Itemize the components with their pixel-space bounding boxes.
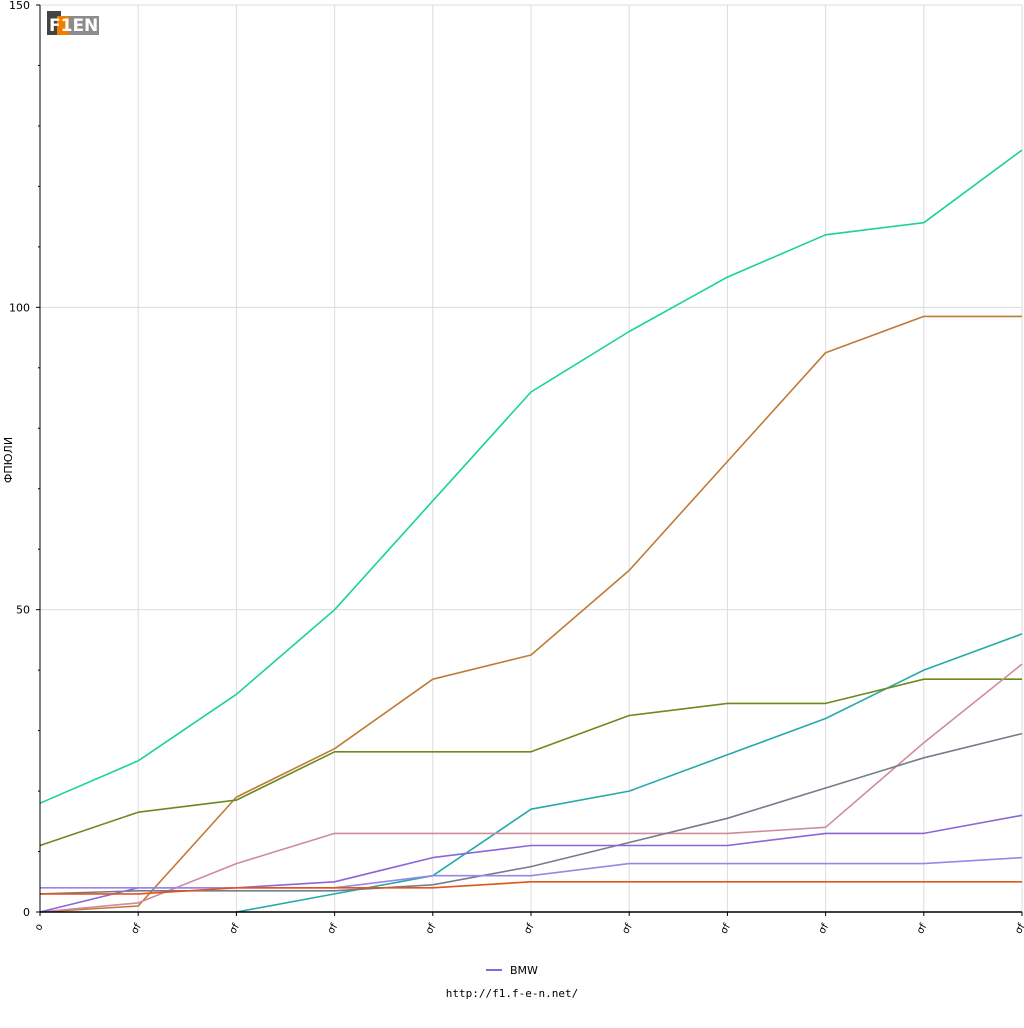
x-tick-label: σf (424, 922, 439, 936)
y-tick-label: 0 (23, 906, 30, 919)
x-tick-label: σf (522, 922, 537, 936)
y-tick-label: 100 (9, 301, 30, 314)
x-tick-label: σf (129, 922, 144, 936)
series-line-8 (40, 856, 1023, 889)
x-tick-label: o (33, 922, 46, 933)
logo-one-block (57, 16, 69, 35)
logo-text: F1EN (49, 16, 98, 36)
series-line-2 (39, 315, 1022, 913)
legend-label-bmw: BMW (510, 964, 538, 977)
x-tick-label: σf (1013, 922, 1024, 936)
logo-en-block (69, 16, 99, 35)
grid (39, 4, 1023, 913)
series-line-4 (39, 678, 1022, 847)
y-tick-labels: 0 50 100 150 (9, 0, 41, 919)
x-tick-label: σf (228, 922, 243, 936)
legend: BMW (486, 964, 538, 977)
series-line-9 (40, 881, 1022, 895)
y-axis-label: ФПЮЛИ (2, 437, 15, 483)
y-tick-label: 50 (16, 604, 30, 617)
f1en-logo: F1EN (47, 11, 99, 36)
y-tick-label: 150 (9, 0, 30, 12)
series-line-5 (39, 663, 1023, 913)
series-line-6 (39, 732, 1023, 895)
source-url: http://f1.f-e-n.net/ (446, 987, 578, 1000)
x-tick-label: σf (915, 922, 930, 936)
x-tick-label: σf (620, 922, 635, 936)
x-tick-label: σf (817, 922, 832, 936)
x-tick-labels: o σf σf σf σf σf σf σf σf σf σf (33, 912, 1024, 936)
x-tick-label: σf (326, 922, 341, 936)
series-line-1 (39, 149, 1023, 804)
x-tick-label: σf (719, 922, 734, 936)
